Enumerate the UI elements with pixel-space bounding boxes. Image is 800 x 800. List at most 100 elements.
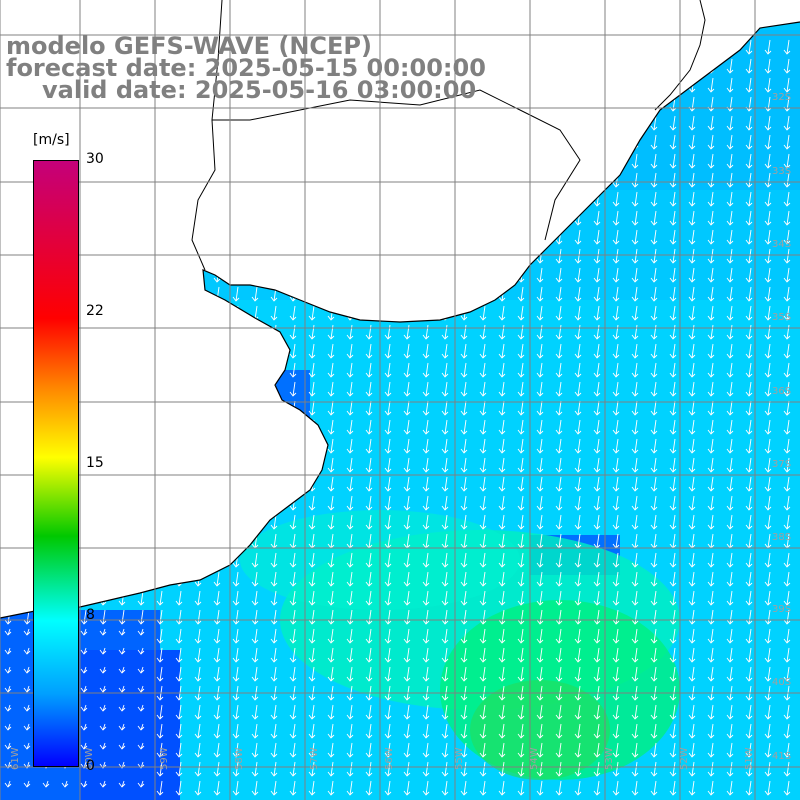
wind-arrow [99,381,107,397]
wind-arrow [726,362,734,378]
wind-arrow [536,476,544,492]
wind-arrow [764,134,772,150]
wind-arrow [707,438,715,454]
wind-arrow [346,286,354,302]
wind-arrow [479,172,487,188]
wind-arrow [688,571,696,587]
wind-arrow [783,590,791,606]
wind-arrow [498,704,506,720]
wind-arrow [764,457,772,473]
wind-arrow [289,571,297,587]
wind-arrow [726,267,734,283]
wind-arrow [764,704,772,720]
wind-arrow [669,495,677,511]
wind-arrow [175,210,183,226]
wind-arrow [783,628,791,644]
wind-arrow [137,571,145,587]
wind-arrow [517,590,525,606]
wind-arrow [213,362,221,378]
wind-arrow [4,647,12,655]
lon-label: 60W [84,747,95,770]
wind-arrow [479,628,487,644]
wind-arrow [688,267,696,283]
wind-arrow [346,324,354,340]
wind-arrow [270,628,278,644]
wind-arrow [764,381,772,397]
wind-arrow [517,704,525,720]
wind-arrow [441,495,449,511]
wind-arrow [156,210,164,226]
wind-arrow [4,780,12,788]
wind-arrow [118,305,126,321]
wind-arrow [726,723,734,739]
wind-arrow [194,571,202,587]
wind-arrow [23,267,31,283]
wind-arrow [23,571,31,587]
wind-arrow [80,324,88,340]
wind-arrow [194,495,202,511]
wind-arrow [669,191,677,207]
wind-arrow [327,191,335,207]
colorbar-tick-0: 0 [86,758,95,774]
wind-arrow [327,210,335,226]
wind-arrow [175,362,183,378]
wind-arrow [783,780,791,796]
wind-arrow [441,476,449,492]
wind-arrow [99,400,107,416]
wind-arrow [4,286,12,302]
wind-arrow [593,286,601,302]
wind-arrow [23,666,31,674]
wind-arrow [460,324,468,340]
wind-arrow [498,400,506,416]
wind-arrow [707,115,715,131]
wind-arrow [308,115,316,131]
wind-arrow [745,723,753,739]
wind-arrow [783,476,791,492]
wind-arrow [707,229,715,245]
wind-arrow [4,381,12,397]
wind-arrow [4,666,12,674]
wind-arrow [460,229,468,245]
wind-arrow [555,457,563,473]
wind-arrow [384,172,392,188]
wind-arrow [80,514,88,530]
wind-arrow [783,666,791,682]
wind-arrow [137,286,145,302]
wind-arrow [764,58,772,74]
wind-arrow [783,229,791,245]
wind-arrow [308,172,316,188]
wind-arrow [631,58,639,74]
wind-arrow [403,324,411,340]
wind-arrow [384,476,392,492]
wind-arrow [441,704,449,720]
wind-arrow [327,381,335,397]
wind-arrow [213,609,221,625]
wind-arrow [137,210,145,226]
wind-arrow [574,58,582,74]
wind-arrow [517,476,525,492]
wind-arrow [118,514,126,530]
wind-arrow [593,96,601,112]
wind-arrow [4,742,12,750]
wind-arrow [308,742,316,758]
wind-arrow [555,495,563,511]
wind-arrow [327,457,335,473]
wind-arrow [517,514,525,530]
wind-arrow [289,666,297,682]
wind-arrow [270,400,278,416]
wind-arrow [175,115,183,131]
wind-arrow [403,248,411,264]
wind-arrow [764,229,772,245]
wind-arrow [175,742,183,758]
wind-arrow [631,77,639,93]
wind-arrow [175,514,183,530]
wind-arrow [726,476,734,492]
wind-arrow [441,134,449,150]
wind-arrow [726,552,734,568]
wind-arrow [384,552,392,568]
wind-arrow [783,286,791,302]
wind-arrow [4,229,12,245]
wind-arrow [270,343,278,359]
wind-arrow [479,704,487,720]
